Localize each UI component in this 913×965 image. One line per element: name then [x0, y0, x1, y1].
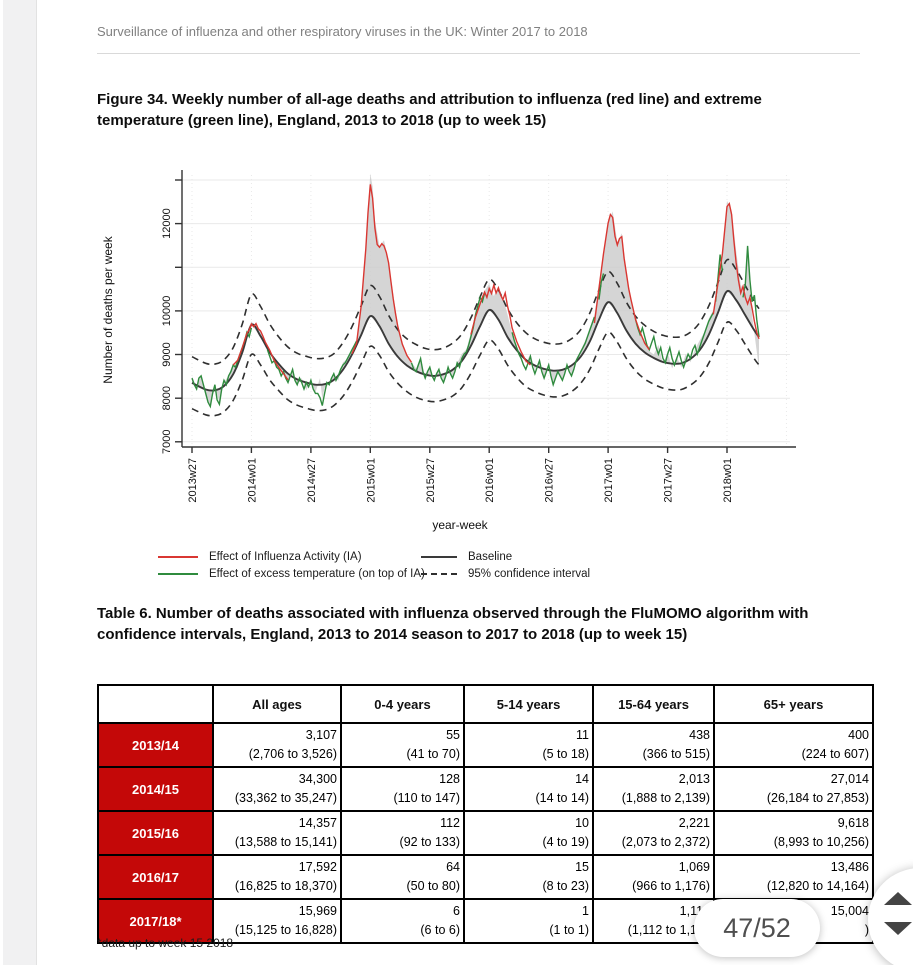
report-header: Surveillance of influenza and other resp…	[97, 24, 860, 54]
svg-text:2016w01: 2016w01	[484, 458, 496, 503]
legend-item-influenza: Effect of Influenza Activity (IA)	[158, 551, 362, 563]
value-cell: 128 (110 to 147)	[340, 766, 465, 812]
svg-text:2017w27: 2017w27	[663, 458, 675, 503]
legend-item-confidence-interval: 95% confidence interval	[421, 568, 590, 580]
table-footnote: *data up to week 15 2018	[97, 936, 234, 950]
viewer-left-gutter	[0, 0, 37, 965]
baseline-line-swatch	[421, 556, 457, 558]
svg-text:2013w27: 2013w27	[187, 458, 199, 503]
legend-label: 95% confidence interval	[468, 568, 591, 580]
value-cell: 34,300 (33,362 to 35,247)	[212, 766, 342, 812]
value-cell: 64 (50 to 80)	[340, 854, 465, 900]
value-cell: 14 (14 to 14)	[463, 766, 594, 812]
value-cell: 9,618 (8,993 to 10,256)	[713, 810, 874, 856]
value-cell: 112 (92 to 133)	[340, 810, 465, 856]
table-header-cell: 5-14 years	[463, 684, 594, 724]
svg-text:2016w27: 2016w27	[544, 458, 556, 503]
value-cell: 15,969 (15,125 to 16,828)	[212, 898, 342, 944]
legend-label: Baseline	[468, 551, 513, 563]
table-header-cell: 0-4 years	[340, 684, 465, 724]
value-cell: 6 (6 to 6)	[340, 898, 465, 944]
table-header-cell: 15-64 years	[592, 684, 715, 724]
ci-line-swatch	[421, 573, 457, 575]
figure-34-chart: 7000 8000 9000 10000 12000 2013w27 2014w01 2014…	[101, 170, 796, 532]
svg-text:9000: 9000	[161, 342, 173, 366]
table-header-cell: All ages	[212, 684, 342, 724]
value-cell: 11 (5 to 18)	[463, 722, 594, 768]
value-cell: 14,357 (13,588 to 15,141)	[212, 810, 342, 856]
value-cell: 2,221 (2,073 to 2,372)	[592, 810, 715, 856]
svg-text:2018w01: 2018w01	[722, 458, 734, 503]
svg-text:8000: 8000	[161, 386, 173, 410]
value-cell: 13,486 (12,820 to 14,164)	[713, 854, 874, 900]
y-axis-label: Number of deaths per week	[101, 235, 115, 383]
svg-text:2015w01: 2015w01	[365, 458, 377, 503]
value-cell: 17,592 (16,825 to 18,370)	[212, 854, 342, 900]
table-header-cell: 65+ years	[713, 684, 874, 724]
x-axis-label: year-week	[432, 518, 488, 532]
season-cell: 2014/15	[97, 766, 214, 812]
table-6-title: Table 6. Number of deaths associated wit…	[97, 605, 809, 643]
value-cell: 400 (224 to 607)	[713, 722, 874, 768]
scroll-up-icon[interactable]	[884, 892, 912, 905]
svg-text:2014w27: 2014w27	[306, 458, 318, 503]
page-scroller[interactable]	[868, 868, 913, 965]
page-indicator: 47/52	[694, 899, 820, 957]
table-row: 2014/15 34,300 (33,362 to 35,247) 128 (110 t…	[97, 766, 874, 812]
value-cell: 27,014 (26,184 to 27,853)	[713, 766, 874, 812]
table-row: 2013/14 3,107 (2,706 to 3,526) 55 (41 to 70)…	[97, 722, 874, 768]
table-row: 2015/16 14,357 (13,588 to 15,141) 112 (92 to…	[97, 810, 874, 856]
scroll-down-icon[interactable]	[884, 922, 912, 935]
temperature-line-swatch	[158, 573, 198, 575]
table-row: 2016/17 17,592 (16,825 to 18,370) 64 (50 to …	[97, 854, 874, 900]
viewer-left-edge	[0, 0, 3, 965]
value-cell: 1,069 (966 to 1,176)	[592, 854, 715, 900]
svg-text:2017w01: 2017w01	[603, 458, 615, 503]
svg-text:10000: 10000	[161, 296, 173, 327]
svg-text:12000: 12000	[161, 208, 173, 239]
legend-label: Effect of excess temperature (on top of …	[209, 568, 425, 580]
svg-text:2015w27: 2015w27	[425, 458, 437, 503]
season-cell: 2015/16	[97, 810, 214, 856]
season-cell: 2013/14	[97, 722, 214, 768]
value-cell: 3,107 (2,706 to 3,526)	[212, 722, 342, 768]
svg-text:7000: 7000	[161, 430, 173, 454]
value-cell: 2,013 (1,888 to 2,139)	[592, 766, 715, 812]
value-cell: 55 (41 to 70)	[340, 722, 465, 768]
legend-item-temperature: Effect of excess temperature (on top of …	[158, 568, 425, 580]
season-cell: 2017/18*	[97, 898, 214, 944]
value-cell: 438 (366 to 515)	[592, 722, 715, 768]
figure-34-title: Figure 34. Weekly number of all-age deat…	[97, 91, 762, 129]
legend-item-baseline: Baseline	[421, 551, 512, 563]
influenza-line-swatch	[158, 556, 198, 558]
value-cell: 10 (4 to 19)	[463, 810, 594, 856]
table-corner-cell	[97, 684, 214, 724]
legend-label: Effect of Influenza Activity (IA)	[209, 551, 362, 563]
value-cell: 1 (1 to 1)	[463, 898, 594, 944]
svg-text:2014w01: 2014w01	[246, 458, 258, 503]
value-cell: 15 (8 to 23)	[463, 854, 594, 900]
page-indicator-text: 47/52	[723, 912, 791, 943]
season-cell: 2016/17	[97, 854, 214, 900]
